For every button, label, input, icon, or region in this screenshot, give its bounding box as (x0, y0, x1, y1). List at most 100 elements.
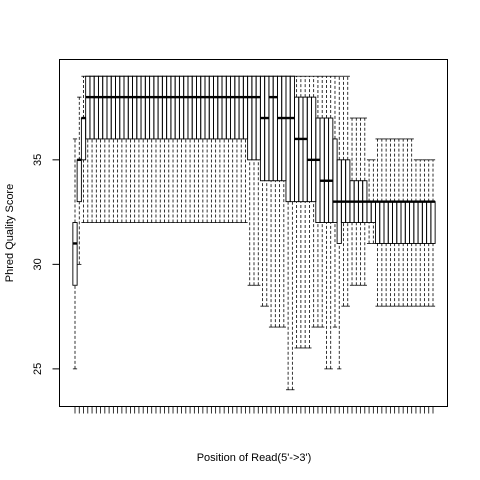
iqr-box (306, 96, 312, 203)
box-position-65 (345, 75, 351, 307)
iqr-box (89, 75, 95, 140)
box-position-35 (217, 75, 223, 223)
iqr-box (144, 75, 151, 140)
box-position-74 (383, 138, 389, 307)
iqr-box (285, 75, 291, 203)
iqr-box (123, 75, 129, 140)
box-position-82 (417, 159, 423, 307)
iqr-box (247, 75, 253, 161)
box-position-27 (183, 75, 189, 223)
iqr-box (281, 75, 287, 182)
iqr-box (294, 96, 300, 203)
box-position-7 (97, 75, 104, 223)
iqr-box (93, 75, 99, 140)
box-position-24 (170, 75, 176, 223)
box-position-71 (370, 159, 376, 244)
box-position-70 (366, 159, 372, 244)
iqr-box (323, 117, 330, 223)
box-position-46 (264, 75, 270, 307)
box-position-12 (119, 75, 125, 223)
box-position-41 (242, 75, 249, 223)
iqr-box (97, 75, 104, 140)
iqr-box (221, 75, 227, 140)
box-position-76 (392, 138, 398, 307)
box-position-72 (375, 138, 381, 307)
iqr-box (379, 201, 385, 244)
iqr-box (213, 75, 219, 140)
iqr-box (383, 201, 389, 244)
iqr-box (276, 75, 283, 182)
boxes-layer (72, 75, 436, 391)
iqr-box (127, 75, 133, 140)
iqr-box (85, 75, 91, 140)
box-position-53 (294, 75, 300, 349)
box-position-44 (255, 75, 261, 286)
iqr-box (225, 75, 232, 140)
iqr-box (298, 96, 304, 203)
iqr-box (234, 75, 240, 140)
box-position-2 (76, 96, 82, 265)
iqr-box (413, 201, 419, 244)
plot-frame (59, 59, 448, 407)
box-position-64 (340, 75, 347, 307)
box-position-85 (430, 159, 436, 307)
iqr-box (230, 75, 236, 140)
box-position-29 (191, 75, 197, 223)
iqr-box (392, 201, 398, 244)
x-axis-label: Position of Read(5'->3') (197, 452, 312, 464)
iqr-box (110, 75, 116, 140)
iqr-box (119, 75, 125, 140)
iqr-box (289, 75, 295, 203)
iqr-box (80, 117, 87, 161)
box-position-48 (272, 75, 278, 328)
box-position-13 (123, 75, 129, 223)
iqr-box (238, 75, 244, 140)
box-position-40 (238, 75, 244, 223)
box-position-55 (302, 75, 308, 349)
iqr-box (187, 75, 193, 140)
box-position-14 (127, 75, 133, 223)
iqr-box (375, 201, 381, 244)
iqr-box (161, 75, 168, 140)
box-position-81 (413, 159, 419, 307)
box-position-5 (89, 75, 95, 223)
box-position-10 (110, 75, 116, 223)
iqr-box (166, 75, 172, 140)
box-position-22 (161, 75, 168, 223)
box-position-57 (311, 75, 317, 328)
iqr-box (191, 75, 197, 140)
iqr-box (400, 201, 406, 244)
iqr-box (174, 75, 180, 140)
iqr-box (140, 75, 146, 140)
iqr-box (332, 138, 338, 223)
iqr-box (264, 75, 270, 182)
box-position-51 (285, 75, 291, 391)
box-position-37 (225, 75, 232, 223)
box-position-66 (349, 117, 355, 286)
box-position-36 (221, 75, 227, 223)
iqr-box (196, 75, 202, 140)
box-position-23 (166, 75, 172, 223)
iqr-box (315, 117, 321, 223)
iqr-box (268, 75, 274, 182)
box-position-63 (336, 75, 342, 370)
box-position-59 (319, 75, 325, 328)
box-position-9 (106, 75, 112, 223)
iqr-box (426, 201, 432, 244)
box-position-19 (149, 75, 155, 223)
iqr-box (183, 75, 189, 140)
box-position-25 (174, 75, 180, 223)
box-position-34 (213, 75, 219, 223)
box-position-32 (204, 75, 210, 223)
y-tick-label: 25 (32, 363, 44, 375)
box-position-39 (234, 75, 240, 223)
box-position-18 (144, 75, 151, 223)
box-position-62 (332, 75, 338, 328)
y-tick-label: 35 (32, 154, 44, 166)
iqr-box (340, 159, 347, 223)
box-position-17 (140, 75, 146, 223)
box-position-80 (409, 138, 415, 307)
box-position-21 (157, 75, 163, 223)
box-position-67 (353, 117, 359, 286)
